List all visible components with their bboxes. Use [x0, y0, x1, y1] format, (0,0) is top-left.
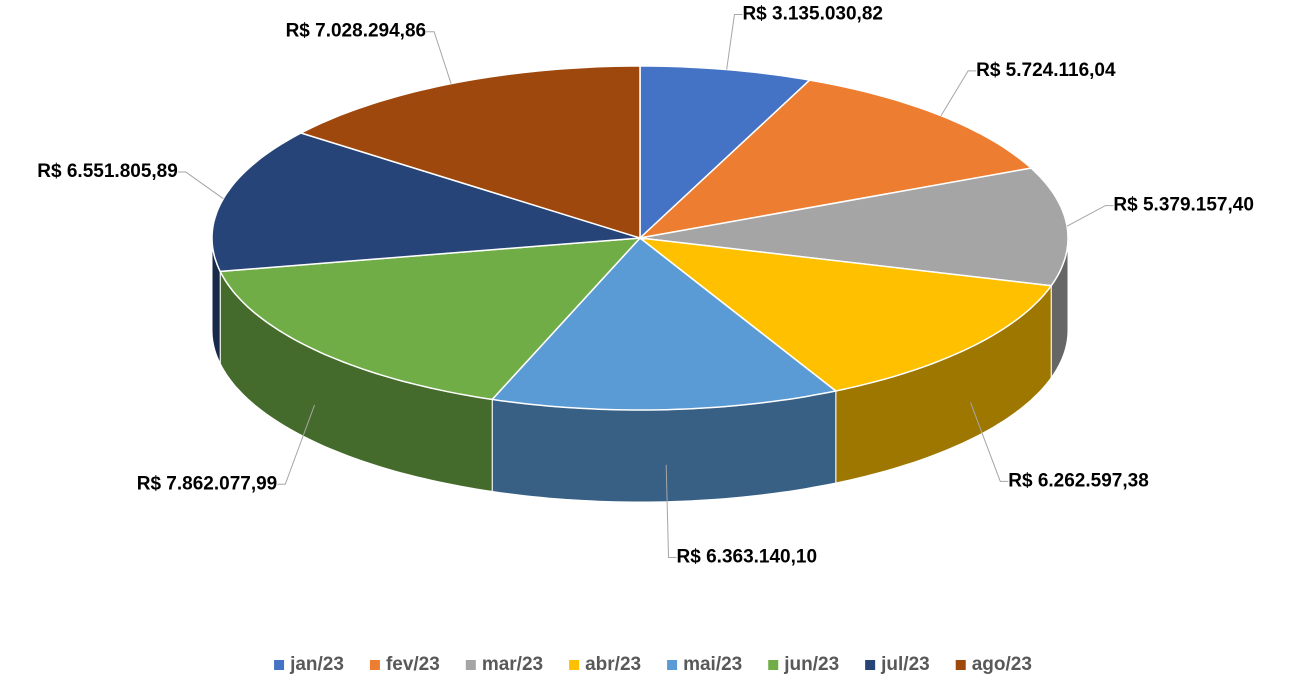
legend-swatch	[768, 660, 779, 670]
leader-line	[277, 404, 316, 485]
legend-swatch	[865, 660, 876, 670]
slice	[637, 236, 1053, 392]
leader-line	[940, 70, 977, 116]
legend-swatch	[369, 660, 380, 670]
leader-line	[177, 171, 224, 200]
data-label: R$ 7.862.077,99	[137, 473, 278, 494]
slice	[490, 236, 838, 411]
leader-line	[1066, 205, 1114, 227]
data-label: R$ 6.363.140,10	[677, 546, 818, 567]
data-label: R$ 5.724.116,04	[976, 60, 1116, 81]
legend-label: jul/23	[880, 654, 930, 675]
leader-line	[426, 31, 452, 84]
leader-line	[665, 464, 677, 558]
legend-label: mai/23	[683, 654, 742, 675]
legend-label: jun/23	[783, 654, 839, 675]
legend-label: ago/23	[972, 654, 1032, 675]
data-label: R$ 3.135.030,82	[742, 4, 883, 25]
data-label: R$ 7.028.294,86	[286, 21, 427, 42]
slice	[219, 237, 642, 401]
legend-label: fev/23	[386, 654, 440, 675]
legend-label: abr/23	[585, 654, 641, 675]
legend: jan/23 fev/23 mar/23 abr/23 mai/23 jun/23 jul/…	[274, 654, 1032, 675]
legend-label: mar/23	[482, 654, 543, 675]
legend-label: jan/23	[289, 654, 344, 675]
legend-swatch	[667, 660, 678, 670]
slice	[299, 65, 641, 240]
leader-line	[970, 402, 1009, 482]
legend-swatch	[569, 660, 580, 670]
data-label: R$ 6.262.597,38	[1008, 470, 1149, 491]
legend-swatch	[465, 660, 476, 670]
data-label: R$ 6.551.805,89	[37, 161, 178, 182]
leader-line	[726, 14, 743, 70]
slice	[211, 132, 641, 273]
legend-swatch	[274, 660, 285, 670]
legend-swatch	[955, 660, 966, 670]
data-label: R$ 5.379.157,40	[1113, 195, 1254, 216]
